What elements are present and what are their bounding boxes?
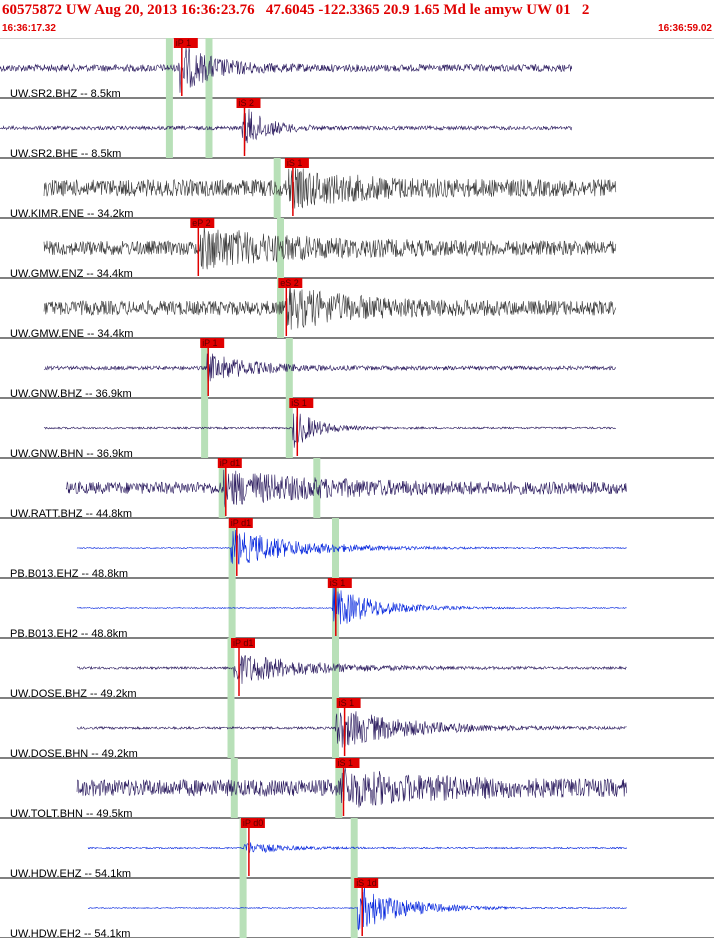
pick-window-band xyxy=(205,38,213,98)
pick-label-box xyxy=(335,758,360,768)
station-label: UW.DOSE.BHN -- 49.2km xyxy=(10,748,138,760)
pick-window-band xyxy=(165,38,173,98)
trace-panel: iS 1 PB.B013.EH2 -- 48.8km xyxy=(0,578,714,640)
pick-label: iP d1 xyxy=(233,638,253,648)
pick-label: iS 1 xyxy=(291,398,307,408)
pick-label: iP d0 xyxy=(243,818,263,828)
event-title: 60575872 UW Aug 20, 2013 16:36:23.76 47.… xyxy=(2,2,590,18)
pick-window-band xyxy=(230,758,238,818)
pick-label-box xyxy=(236,98,261,108)
station-label: PB.B013.EHZ -- 48.8km xyxy=(10,568,128,580)
pick-label-box xyxy=(231,638,255,648)
waveform-trace xyxy=(0,47,573,93)
pick-label: eP 2 xyxy=(192,218,210,228)
trace-panel: iS 1 UW.TOLT.BHN -- 49.5km xyxy=(0,758,714,820)
pick-label: iS 1 xyxy=(338,758,354,768)
pick-label: iP 1 xyxy=(202,338,217,348)
waveform-trace xyxy=(65,469,627,509)
waveform-trace xyxy=(0,108,573,152)
station-label: PB.B013.EH2 -- 48.8km xyxy=(10,628,127,640)
trace-panel: iP d1 PB.B013.EHZ -- 48.8km xyxy=(0,518,714,580)
station-label: UW.RATT.BHZ -- 44.8km xyxy=(10,508,132,520)
station-label: UW.HDW.EHZ -- 54.1km xyxy=(10,868,131,880)
waveform-trace xyxy=(76,529,627,565)
station-label: UW.SR2.BHZ -- 8.5km xyxy=(10,88,121,100)
pick-label: iS 1 xyxy=(330,578,346,588)
waveform-trace xyxy=(76,767,627,808)
trace-panel: iP d1 UW.RATT.BHZ -- 44.8km xyxy=(0,458,714,520)
event-header: 60575872 UW Aug 20, 2013 16:36:23.76 47.… xyxy=(0,0,714,39)
pick-label-box xyxy=(190,218,215,228)
pick-label-box xyxy=(278,278,303,288)
waveform-trace xyxy=(43,166,617,209)
pick-label: iS 1 xyxy=(287,158,303,168)
pick-label: iP d1 xyxy=(220,458,240,468)
trace-panel: iS 1 UW.KIMR.ENE -- 34.2km xyxy=(0,158,714,220)
trace-panel: iS 1 UW.GNW.BHN -- 36.9km xyxy=(0,398,714,460)
end-time-label: 16:36:59.02 xyxy=(658,23,712,34)
pick-label-box xyxy=(336,698,361,708)
pick-label: iS 1d xyxy=(356,878,377,888)
waveform-trace xyxy=(76,711,627,748)
pick-label-box xyxy=(327,578,352,588)
pick-label-box xyxy=(228,518,253,528)
waveform-trace xyxy=(76,587,627,627)
pick-window-band xyxy=(277,218,284,278)
start-time-label: 16:36:17.32 xyxy=(2,23,56,34)
waveform-trace xyxy=(76,655,627,684)
trace-panel: eP 2 UW.GMW.ENZ -- 34.4km xyxy=(0,218,714,280)
waveform-trace xyxy=(43,353,617,384)
station-label: UW.TOLT.BHN -- 49.5km xyxy=(10,808,132,820)
station-label: UW.GMW.ENZ -- 34.4km xyxy=(10,268,133,280)
seismogram-panel: iP 1 UW.SR2.BHZ -- 8.5km iS 2 UW.SR2.BHE --… xyxy=(0,38,714,938)
station-label: UW.DOSE.BHZ -- 49.2km xyxy=(10,688,137,700)
pick-label: eS 2 xyxy=(280,278,299,288)
station-label: UW.GMW.ENE -- 34.4km xyxy=(10,328,133,340)
pick-label-box xyxy=(173,38,198,48)
waveform-trace xyxy=(43,226,617,270)
pick-label: iP 1 xyxy=(176,38,191,48)
pick-label: iS 2 xyxy=(239,98,255,108)
pick-label-box xyxy=(284,158,309,168)
trace-panel: iP 1 UW.GNW.BHZ -- 36.9km xyxy=(0,338,714,400)
trace-panel: iS 2 UW.SR2.BHE -- 8.5km xyxy=(0,98,714,160)
pick-window-band xyxy=(335,758,343,818)
pick-label-box xyxy=(354,878,379,888)
station-label: UW.HDW.EH2 -- 54.1km xyxy=(10,928,130,938)
pick-label-box xyxy=(240,818,265,828)
pick-label-box xyxy=(289,398,314,408)
pick-window-band xyxy=(273,158,281,218)
trace-panel: iS 1d UW.HDW.EH2 -- 54.1km xyxy=(0,878,714,938)
trace-panel: iS 1 UW.DOSE.BHN -- 49.2km xyxy=(0,698,714,760)
pick-window-band xyxy=(201,398,209,458)
pick-label-box xyxy=(200,338,225,348)
waveform-trace xyxy=(43,413,616,448)
waveform-trace xyxy=(87,842,628,854)
trace-panel: eS 2 UW.GMW.ENE -- 34.4km xyxy=(0,278,714,340)
trace-panel: iP d0 UW.HDW.EHZ -- 54.1km xyxy=(0,818,714,880)
trace-panel: iP d1 UW.DOSE.BHZ -- 49.2km xyxy=(0,638,714,700)
pick-label: iP d1 xyxy=(231,518,251,528)
pick-label-box xyxy=(217,458,242,468)
station-label: UW.KIMR.ENE -- 34.2km xyxy=(10,208,133,220)
waveform-trace xyxy=(43,287,617,330)
station-label: UW.GNW.BHN -- 36.9km xyxy=(10,448,133,460)
trace-panel: iP 1 UW.SR2.BHZ -- 8.5km xyxy=(0,38,714,100)
station-label: UW.GNW.BHZ -- 36.9km xyxy=(10,388,132,400)
pick-window-band xyxy=(285,398,293,458)
waveform-trace xyxy=(87,887,627,931)
station-label: UW.SR2.BHE -- 8.5km xyxy=(10,148,121,160)
pick-label: iS 1 xyxy=(339,698,355,708)
pick-window-band xyxy=(239,818,247,878)
